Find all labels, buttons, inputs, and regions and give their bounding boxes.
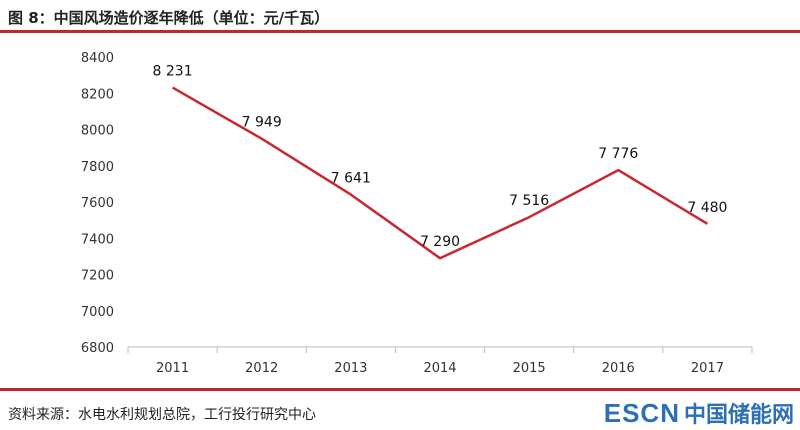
line-chart: 6800 7000 7200 7400 7600 7800 8000 8200 8400 201…	[81, 51, 753, 376]
series-line	[171, 86, 709, 260]
data-label: 7 949	[242, 115, 282, 131]
y-tick-label: 8400	[81, 51, 114, 66]
x-tick-label: 2016	[602, 361, 635, 376]
top-rule	[0, 30, 800, 33]
figure-title: 图 8：中国风场造价逐年降低（单位：元/千瓦）	[8, 9, 330, 27]
y-tick-label: 7600	[81, 196, 114, 211]
x-tick-label: 2014	[423, 361, 456, 376]
data-label: 7 776	[598, 146, 638, 162]
y-tick-label: 7000	[81, 305, 114, 320]
y-tick-label: 8200	[81, 87, 114, 102]
data-label: 8 231	[153, 64, 193, 80]
watermark-brand-en: ESCN	[603, 398, 680, 428]
x-tick-label: 2013	[334, 361, 367, 376]
y-axis: 6800 7000 7200 7400 7600 7800 8000 8200 8400	[81, 51, 114, 356]
x-tick-label: 2011	[156, 361, 189, 376]
series-polyline	[171, 86, 709, 260]
y-tick-label: 6800	[81, 341, 114, 356]
data-labels: 8 231 7 949 7 641 7 290 7 516 7 776 7 480	[153, 64, 728, 251]
data-label: 7 480	[687, 200, 727, 216]
source-note: 资料来源：水电水利规划总院，工行投行研究中心	[8, 407, 316, 423]
x-tick-label: 2017	[691, 361, 724, 376]
y-tick-label: 8000	[81, 124, 114, 139]
watermark-brand-cn: 中国储能网	[683, 403, 794, 428]
y-tick-label: 7400	[81, 232, 114, 247]
data-label: 7 516	[509, 193, 549, 209]
y-tick-label: 7800	[81, 160, 114, 175]
bottom-rule	[0, 388, 800, 391]
watermark-logo: ESCN 中国储能网	[604, 397, 794, 429]
x-tick-label: 2015	[513, 361, 546, 376]
x-tick-label: 2012	[245, 361, 278, 376]
data-label: 7 641	[331, 171, 371, 187]
data-label: 7 290	[420, 234, 460, 250]
y-tick-label: 7200	[81, 269, 114, 284]
x-axis: 2011 2012 2013 2014 2015 2016 2017	[127, 346, 753, 376]
